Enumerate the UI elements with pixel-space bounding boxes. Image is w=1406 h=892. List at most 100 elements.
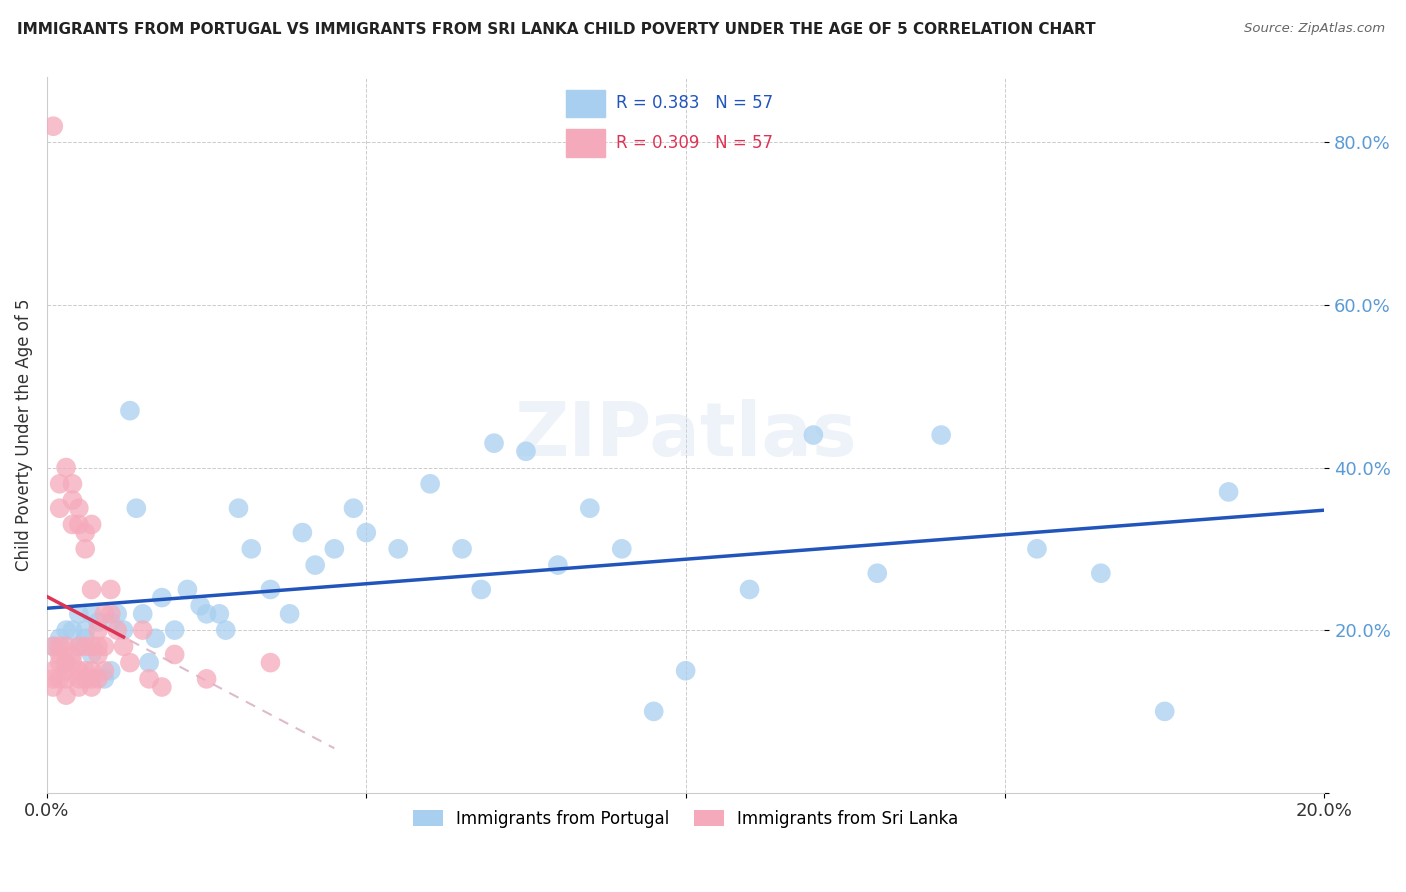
Point xyxy=(93,640,115,654)
Text: R = 0.383   N = 57: R = 0.383 N = 57 xyxy=(616,95,773,112)
Point xyxy=(118,403,141,417)
Point xyxy=(163,648,186,662)
Point xyxy=(278,607,301,621)
Point xyxy=(93,672,115,686)
Point xyxy=(866,566,889,581)
Point xyxy=(643,705,665,719)
Point xyxy=(67,664,90,678)
Point xyxy=(323,541,346,556)
Point xyxy=(42,119,65,133)
Point xyxy=(62,623,84,637)
Point xyxy=(55,672,77,686)
Point xyxy=(1090,566,1112,581)
Point xyxy=(118,656,141,670)
Point xyxy=(215,623,238,637)
Point xyxy=(87,640,110,654)
Point xyxy=(48,501,70,516)
Point xyxy=(80,664,103,678)
Point xyxy=(150,591,173,605)
Point xyxy=(62,656,84,670)
Point xyxy=(75,541,97,556)
Point xyxy=(125,501,148,516)
Point xyxy=(48,632,70,646)
Point xyxy=(67,672,90,686)
Point xyxy=(80,582,103,597)
Point xyxy=(1218,485,1240,500)
Point xyxy=(42,640,65,654)
Point xyxy=(80,640,103,654)
Point xyxy=(48,640,70,654)
Point xyxy=(55,656,77,670)
Point xyxy=(112,623,135,637)
Point xyxy=(55,664,77,678)
Point xyxy=(87,648,110,662)
Point xyxy=(75,632,97,646)
Point xyxy=(55,623,77,637)
Point xyxy=(195,672,218,686)
Point xyxy=(240,541,263,556)
Point xyxy=(93,607,115,621)
Point xyxy=(55,640,77,654)
Point xyxy=(67,517,90,532)
Point xyxy=(100,615,122,629)
Point xyxy=(304,558,326,573)
Point xyxy=(451,541,474,556)
Point xyxy=(515,444,537,458)
Point xyxy=(208,607,231,621)
Point xyxy=(176,582,198,597)
Point xyxy=(105,623,128,637)
Point xyxy=(75,623,97,637)
Point xyxy=(62,493,84,508)
Point xyxy=(138,656,160,670)
Point xyxy=(929,428,952,442)
Text: ZIPatlas: ZIPatlas xyxy=(515,399,858,472)
Point xyxy=(80,680,103,694)
Point xyxy=(150,680,173,694)
Point xyxy=(675,664,697,678)
Point xyxy=(112,640,135,654)
Point xyxy=(80,607,103,621)
Point xyxy=(1153,705,1175,719)
Point xyxy=(42,680,65,694)
Point xyxy=(55,688,77,702)
Point xyxy=(610,541,633,556)
Point xyxy=(42,672,65,686)
Point xyxy=(75,525,97,540)
Point xyxy=(195,607,218,621)
Point xyxy=(1026,541,1049,556)
Point xyxy=(67,640,90,654)
Point xyxy=(48,672,70,686)
Point xyxy=(259,656,281,670)
Point xyxy=(55,656,77,670)
Point xyxy=(48,476,70,491)
Point xyxy=(62,648,84,662)
Point xyxy=(75,664,97,678)
Point xyxy=(342,501,364,516)
Point xyxy=(100,607,122,621)
Point xyxy=(163,623,186,637)
Legend: Immigrants from Portugal, Immigrants from Sri Lanka: Immigrants from Portugal, Immigrants fro… xyxy=(406,803,966,834)
Point xyxy=(188,599,211,613)
Point xyxy=(67,607,90,621)
Point xyxy=(42,664,65,678)
Point xyxy=(48,648,70,662)
Point xyxy=(87,623,110,637)
Point xyxy=(228,501,250,516)
Point xyxy=(131,607,153,621)
Point xyxy=(62,517,84,532)
Point xyxy=(87,672,110,686)
Y-axis label: Child Poverty Under the Age of 5: Child Poverty Under the Age of 5 xyxy=(15,299,32,571)
Point xyxy=(470,582,492,597)
Text: IMMIGRANTS FROM PORTUGAL VS IMMIGRANTS FROM SRI LANKA CHILD POVERTY UNDER THE AG: IMMIGRANTS FROM PORTUGAL VS IMMIGRANTS F… xyxy=(17,22,1095,37)
Point xyxy=(145,632,167,646)
Point xyxy=(482,436,505,450)
Point xyxy=(138,672,160,686)
Bar xyxy=(567,89,605,117)
Point xyxy=(387,541,409,556)
Point xyxy=(67,680,90,694)
Point xyxy=(547,558,569,573)
Point xyxy=(105,607,128,621)
Point xyxy=(738,582,761,597)
Point xyxy=(803,428,825,442)
Point xyxy=(131,623,153,637)
